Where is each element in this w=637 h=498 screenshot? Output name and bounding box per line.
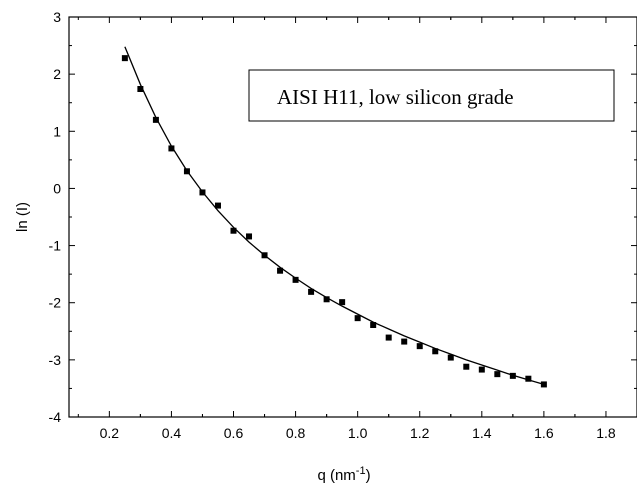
data-point xyxy=(261,252,268,259)
y-tick-label: -1 xyxy=(49,238,62,254)
data-point xyxy=(525,375,532,382)
data-point xyxy=(183,168,190,175)
y-tick-label: -2 xyxy=(49,295,62,311)
x-tick-label: 0.4 xyxy=(162,425,182,441)
data-point xyxy=(199,189,206,196)
x-tick-label: 1.0 xyxy=(348,425,368,441)
data-point xyxy=(370,322,377,328)
data-point xyxy=(540,381,547,388)
x-tick-label: 0.6 xyxy=(224,425,244,441)
data-point xyxy=(152,116,159,123)
x-tick-label: 1.4 xyxy=(472,425,492,441)
x-axis-label-suffix: ) xyxy=(366,467,371,484)
data-point xyxy=(168,145,175,152)
fit-curve xyxy=(124,46,545,386)
x-tick-label: 1.2 xyxy=(410,425,430,441)
x-axis-label-superscript: -1 xyxy=(356,465,366,477)
data-point xyxy=(385,334,392,341)
y-tick-label: -4 xyxy=(49,409,62,425)
data-point xyxy=(137,86,144,92)
data-points-layer xyxy=(121,55,547,388)
data-point xyxy=(354,315,361,322)
legend-box: AISI H11, low silicon grade xyxy=(248,69,615,122)
legend-frame xyxy=(248,69,615,122)
data-point xyxy=(230,227,237,234)
data-point xyxy=(277,267,284,274)
x-tick-label: 1.8 xyxy=(596,425,616,441)
x-tick-label: 0.8 xyxy=(286,425,306,441)
fit-curve-layer xyxy=(124,46,545,386)
data-point xyxy=(246,233,253,240)
data-point xyxy=(432,348,439,355)
x-tick-label: 1.6 xyxy=(534,425,554,441)
data-point xyxy=(121,55,128,62)
data-point xyxy=(509,372,516,379)
data-point xyxy=(339,299,346,306)
y-tick-label: 2 xyxy=(53,66,61,82)
ticks-layer: 0.2 0.4 0.6 0.8 1.0 1.2 1.4 1.6 1.8 -4 -3 -2 -1 0 1 2 3 xyxy=(49,9,637,441)
y-axis-label: ln (I) xyxy=(14,202,31,232)
data-point xyxy=(308,288,315,295)
data-point xyxy=(401,338,408,345)
data-point xyxy=(478,366,485,373)
y-tick-label: -3 xyxy=(49,352,62,368)
x-axis-label-main: q (nm xyxy=(317,467,355,484)
data-point xyxy=(416,343,423,350)
y-tick-label: 3 xyxy=(53,9,61,25)
x-tick-label: 0.2 xyxy=(100,425,120,441)
y-tick-label: 0 xyxy=(53,180,61,196)
data-point xyxy=(494,371,501,378)
x-axis-label: q (nm-1) xyxy=(317,465,370,484)
data-point xyxy=(292,276,299,283)
legend-text: AISI H11, low silicon grade xyxy=(277,85,514,109)
y-tick-label: 1 xyxy=(53,123,61,139)
data-point xyxy=(447,354,454,361)
data-point xyxy=(463,363,470,370)
data-point xyxy=(214,202,221,209)
data-point xyxy=(323,296,330,303)
